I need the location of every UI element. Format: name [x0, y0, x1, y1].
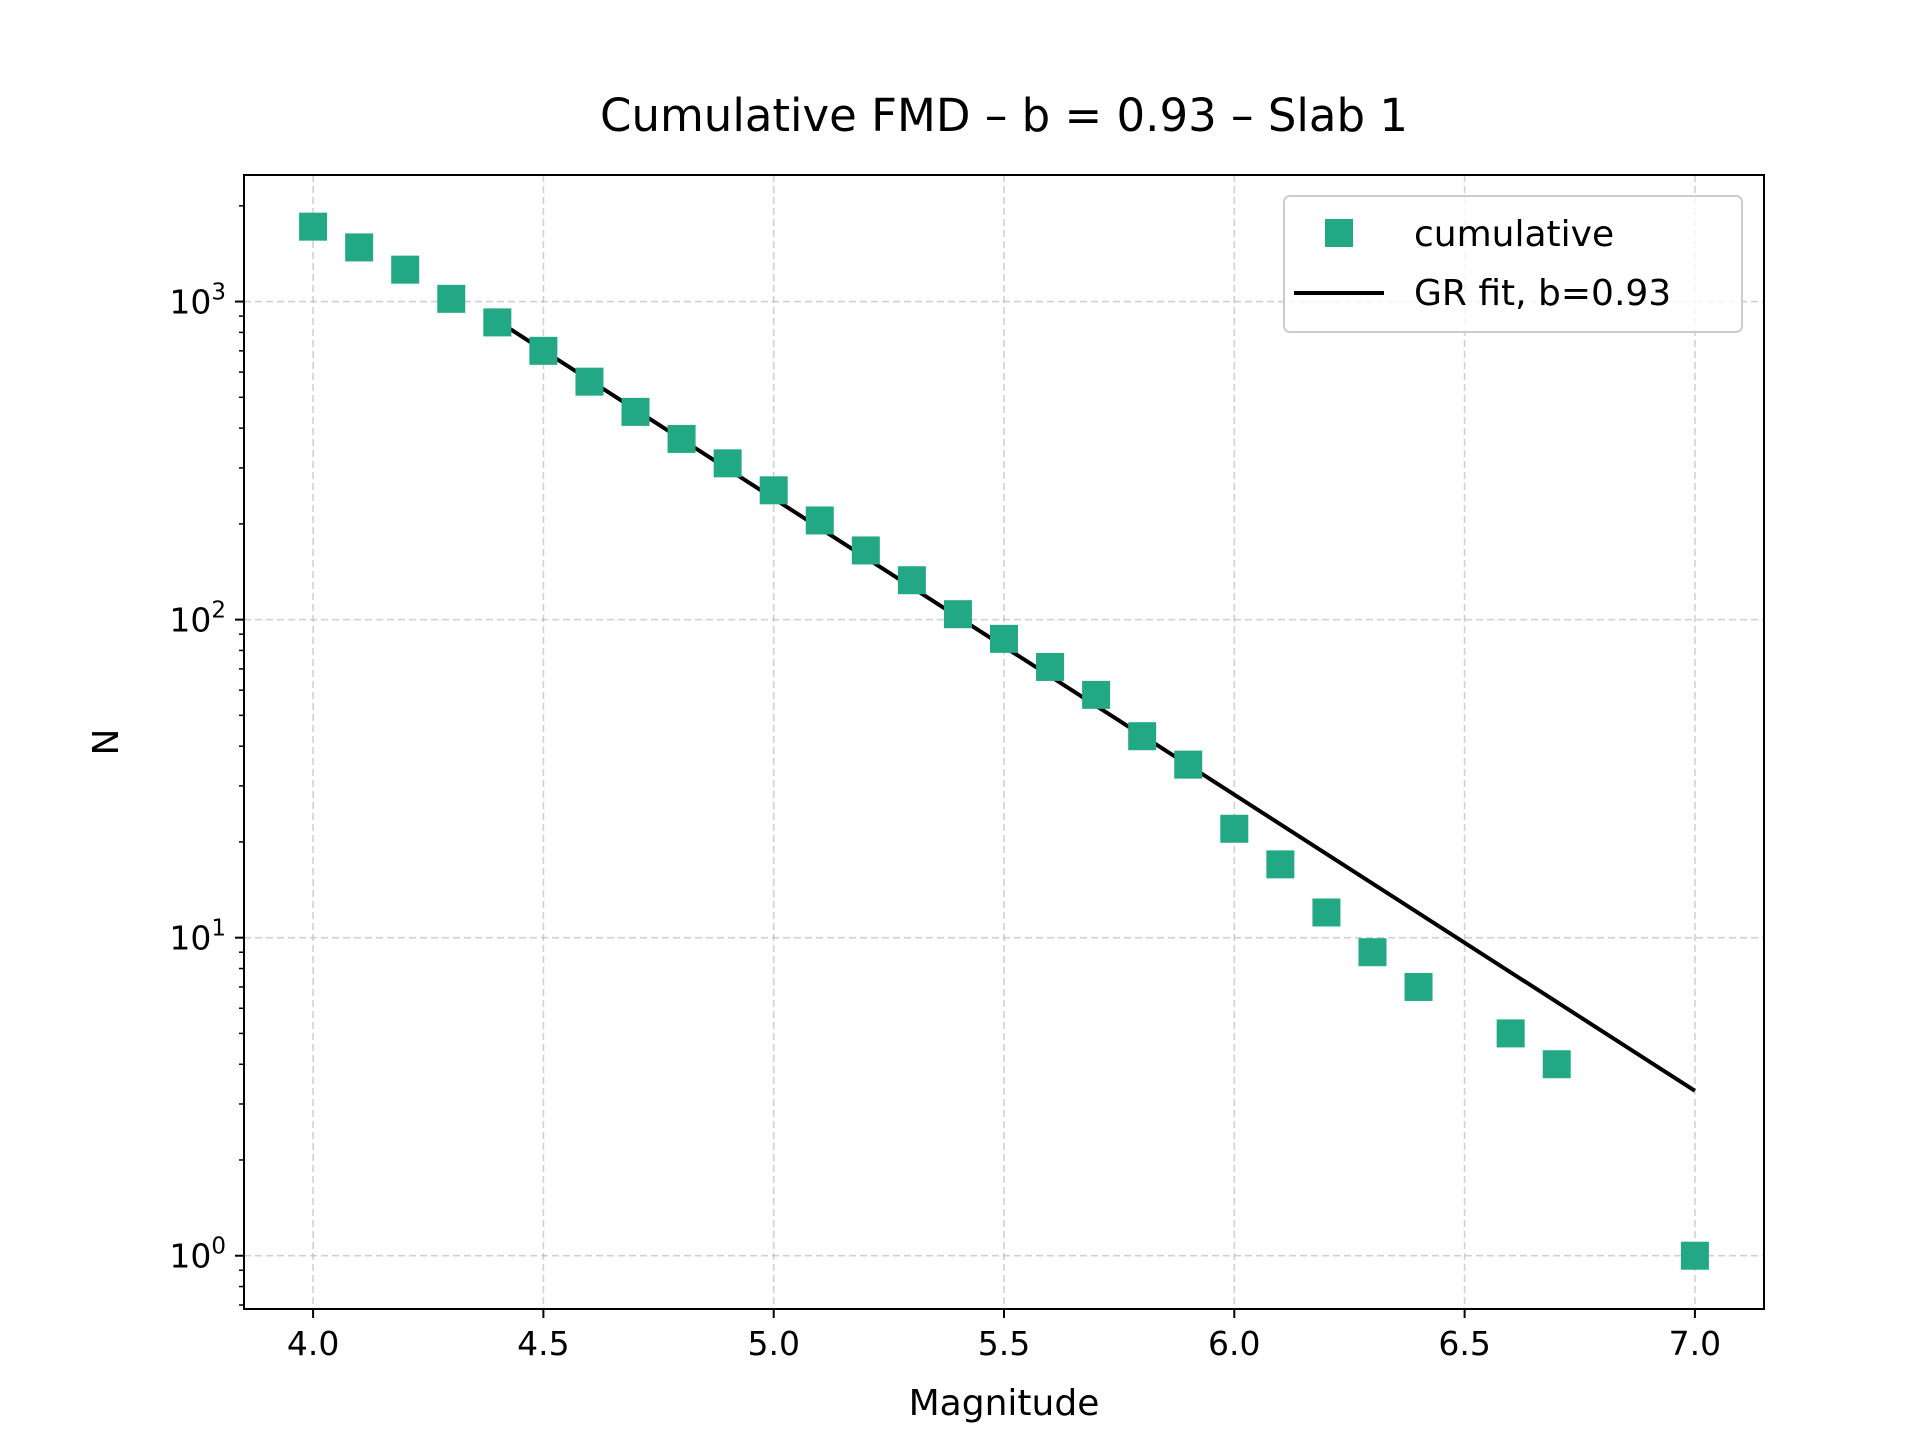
cumulative-point [1174, 750, 1203, 779]
cumulative-point [1680, 1241, 1709, 1270]
legend: cumulative GR fit, b=0.93 [1283, 195, 1743, 333]
cumulative-point [897, 566, 926, 595]
y-tick-label: 100 [169, 1234, 226, 1276]
cumulative-point [805, 506, 834, 535]
cumulative-point [990, 624, 1018, 653]
x-tick-label: 7.0 [1669, 1324, 1721, 1363]
cumulative-point [851, 536, 880, 565]
cumulative-point [575, 367, 604, 396]
cumulative-point [1036, 652, 1065, 681]
y-tick-label: 103 [169, 280, 226, 322]
cumulative-point [943, 600, 972, 629]
cumulative-point [621, 397, 650, 426]
chart-title: Cumulative FMD – b = 0.93 – Slab 1 [600, 89, 1408, 142]
legend-marker-cumulative [1325, 219, 1353, 247]
cumulative-point [483, 308, 512, 337]
cumulative-point [1496, 1019, 1525, 1048]
x-tick-label: 4.0 [287, 1324, 339, 1363]
cumulative-point [667, 424, 696, 453]
legend-label-cumulative: cumulative [1414, 214, 1614, 255]
x-tick-label: 5.5 [978, 1324, 1030, 1363]
cumulative-point [759, 476, 788, 505]
x-tick-label: 6.0 [1208, 1324, 1260, 1363]
legend-label-gr-fit: GR fit, b=0.93 [1414, 273, 1671, 314]
cumulative-point [1266, 850, 1295, 879]
cumulative-point [1404, 972, 1433, 1001]
cumulative-point [437, 284, 466, 313]
cumulative-point [713, 449, 742, 478]
scatter-layer [299, 212, 1709, 1270]
cumulative-point [345, 233, 374, 262]
cumulative-point [1220, 814, 1249, 843]
x-tick-label: 6.5 [1438, 1324, 1490, 1363]
y-tick-label: 101 [169, 916, 226, 958]
grid [244, 175, 1764, 1309]
ticks: 4.0 4.5 5.0 5.5 6.0 6.5 7.0 100 101 102 103 [169, 205, 1721, 1363]
cumulative-point [1312, 898, 1341, 927]
y-axis-label: N [86, 729, 127, 756]
x-tick-label: 4.5 [517, 1324, 569, 1363]
legend-box [1283, 195, 1743, 333]
cumulative-point [1542, 1050, 1571, 1079]
cumulative-point [1128, 722, 1157, 751]
cumulative-point [391, 255, 420, 284]
cumulative-point [1358, 938, 1387, 967]
cumulative-point [1082, 680, 1111, 709]
cumulative-point [299, 212, 328, 241]
x-tick-label: 5.0 [747, 1324, 799, 1363]
cumulative-point [529, 336, 558, 365]
x-axis-label: Magnitude [909, 1383, 1100, 1424]
y-tick-label: 102 [169, 598, 226, 640]
